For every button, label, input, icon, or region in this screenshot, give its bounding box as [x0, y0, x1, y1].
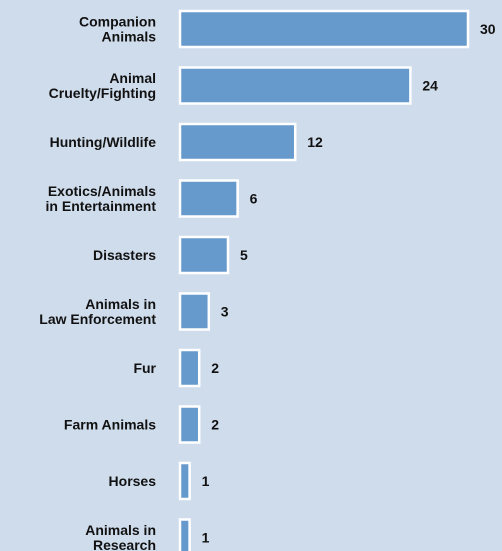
- category-label-3-1: in Entertainment: [46, 198, 157, 214]
- category-label-8-0: Horses: [109, 473, 157, 489]
- data-label-5: 3: [221, 304, 229, 320]
- data-label-4: 5: [240, 247, 248, 263]
- bar-8: [178, 461, 191, 501]
- data-label-9: 1: [202, 530, 210, 546]
- bar-4: [178, 235, 230, 275]
- bar-7: [178, 405, 201, 444]
- category-label-0-1: Animals: [102, 29, 157, 45]
- category-label-9-1: Research: [93, 537, 156, 551]
- bar-2: [178, 122, 297, 162]
- category-label-5-1: Law Enforcement: [39, 311, 156, 327]
- data-label-6: 2: [211, 360, 219, 376]
- category-label-9-0: Animals in: [85, 522, 156, 538]
- category-label-2-0: Hunting/Wildlife: [50, 134, 157, 150]
- data-label-3: 6: [250, 191, 258, 207]
- bar-1: [178, 66, 412, 105]
- data-label-8: 1: [202, 473, 210, 489]
- category-label-4-0: Disasters: [93, 247, 156, 263]
- bar-9: [178, 518, 191, 551]
- category-label-1-1: Cruelty/Fighting: [49, 85, 156, 101]
- data-label-0: 30: [480, 21, 496, 37]
- data-label-7: 2: [211, 417, 219, 433]
- category-label-3-0: Exotics/Animals: [48, 183, 156, 199]
- data-label-2: 12: [307, 134, 323, 150]
- category-label-7-0: Farm Animals: [64, 417, 156, 433]
- category-label-5-0: Animals in: [85, 296, 156, 312]
- bar-5: [178, 292, 211, 331]
- category-label-0-0: Companion: [79, 14, 156, 30]
- bar-0: [178, 9, 470, 49]
- category-label-6-0: Fur: [133, 360, 156, 376]
- category-label-1-0: Animal: [109, 70, 156, 86]
- data-label-1: 24: [422, 78, 438, 94]
- bar-3: [178, 179, 239, 218]
- bar-6: [178, 348, 201, 388]
